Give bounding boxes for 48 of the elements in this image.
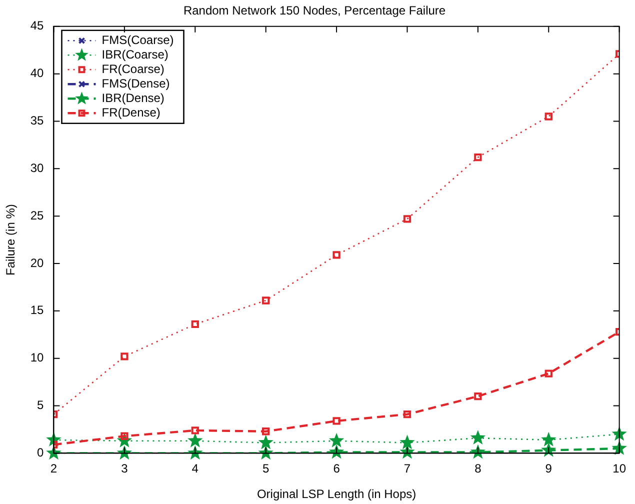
x-tick-label: 5 [262,462,270,476]
y-tick-label: 15 [30,303,44,318]
point [188,432,203,448]
point [403,410,412,418]
x-axis-title: Original LSP Length (in Hops) [256,487,416,502]
y-tick-label: 20 [30,256,44,270]
point [262,428,270,436]
legend-label: IBR(Coarse) [102,47,168,62]
point [470,430,486,444]
point [120,352,128,360]
point [544,370,552,378]
x-tick-label: 4 [192,462,199,476]
point [120,432,128,440]
point [191,426,199,434]
y-tick-label: 5 [37,398,44,412]
y-tick-label: 0 [37,446,44,460]
point [544,112,552,120]
legend-label: FR(Coarse) [102,62,164,76]
y-tick-label: 45 [30,18,44,33]
legend-label: IBR(Dense) [102,90,164,105]
y-tick-label: 25 [30,208,44,222]
legend-label: FMS(Coarse) [102,32,174,47]
x-tick-label: 10 [612,462,626,476]
point [258,434,274,450]
y-tick-label: 40 [30,66,44,80]
point [474,153,482,162]
x-tick-label: 2 [50,462,58,476]
point [474,392,482,400]
point [262,296,270,304]
x-tick-label: 9 [545,462,552,476]
y-axis-title: Failure (in %) [4,204,18,276]
x-tick-label: 6 [333,462,340,476]
point [191,320,199,328]
y-tick-label: 10 [30,350,44,365]
y-tick-label: 30 [30,160,44,175]
legend-label: FMS(Dense) [102,76,170,90]
x-tick-label: 7 [404,462,411,476]
point [541,432,556,446]
point [332,417,340,425]
point [403,215,412,223]
x-tick-label: 8 [474,462,482,476]
point [328,432,344,448]
point [400,434,415,450]
point [332,251,340,259]
legend-label: FR(Dense) [102,105,160,120]
x-tick-label: 3 [121,462,128,476]
chart-title: Random Network 150 Nodes, Percentage Failure [183,4,446,18]
y-tick-label: 35 [30,114,44,128]
